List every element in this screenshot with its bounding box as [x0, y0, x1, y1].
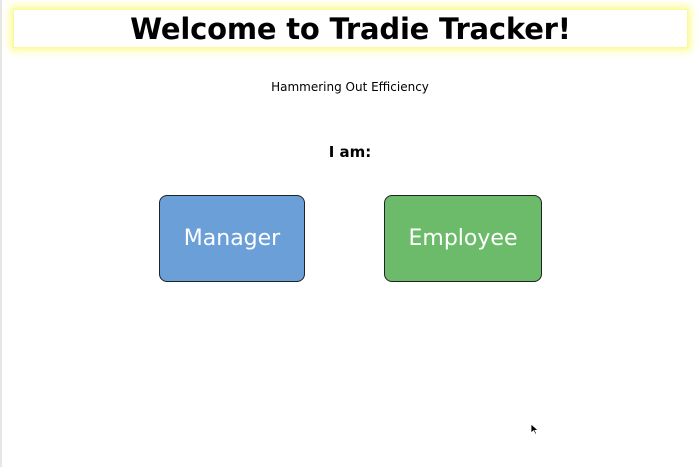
manager-button-label: Manager: [183, 226, 281, 251]
page-title: Welcome to Tradie Tracker!: [130, 11, 571, 46]
employee-button[interactable]: Employee: [384, 195, 542, 282]
employee-button-label: Employee: [408, 226, 518, 251]
window-left-border: [0, 0, 2, 467]
role-prompt: I am:: [328, 143, 372, 161]
mouse-pointer-icon: [530, 423, 539, 435]
tagline: Hammering Out Efficiency: [271, 80, 429, 94]
header-banner: Welcome to Tradie Tracker!: [14, 10, 687, 47]
manager-button[interactable]: Manager: [159, 195, 305, 282]
